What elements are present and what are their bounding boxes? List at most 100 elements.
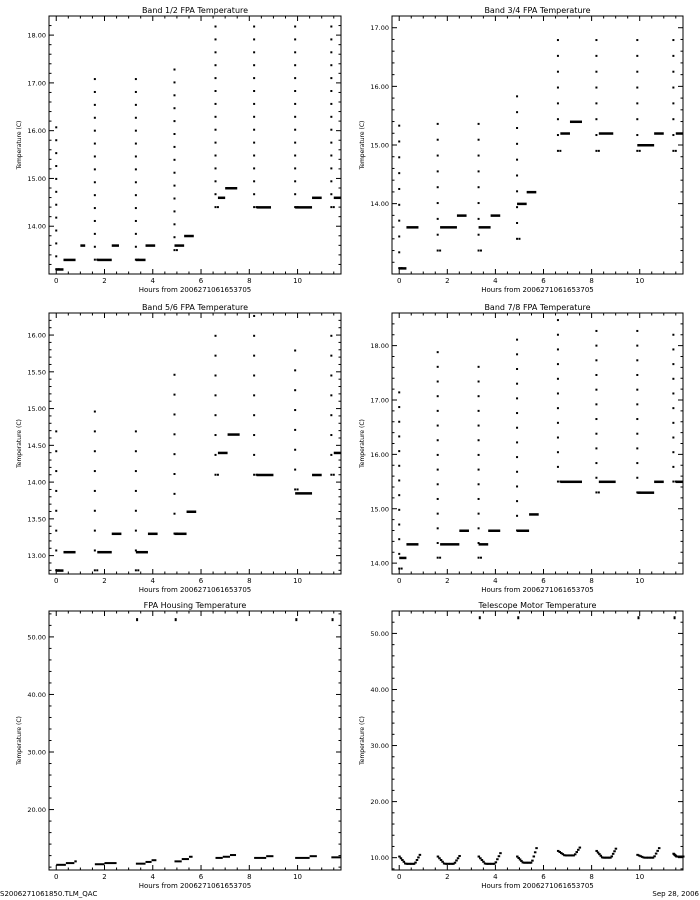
data-point bbox=[477, 424, 480, 427]
data-point bbox=[636, 149, 639, 152]
data-point bbox=[214, 90, 217, 93]
y-tick-label: 15.00 bbox=[370, 505, 389, 513]
data-point bbox=[516, 237, 519, 240]
data-point bbox=[606, 856, 609, 859]
data-point bbox=[294, 51, 297, 54]
data-point bbox=[255, 473, 258, 476]
y-axis-label: Temperature (C) bbox=[359, 419, 366, 469]
data-point bbox=[672, 348, 675, 351]
data-point bbox=[173, 223, 176, 226]
x-axis-label: Hours from 2006271061653705 bbox=[139, 882, 252, 890]
y-tick-label: 16.00 bbox=[370, 451, 389, 459]
y-tick-label: 14.50 bbox=[27, 442, 46, 450]
data-point bbox=[595, 447, 598, 450]
data-point bbox=[214, 394, 217, 397]
data-point bbox=[558, 851, 561, 854]
data-point bbox=[253, 154, 256, 157]
data-point bbox=[613, 850, 616, 853]
data-point bbox=[479, 556, 482, 559]
data-point bbox=[516, 485, 519, 488]
data-point bbox=[477, 542, 480, 545]
data-point bbox=[398, 464, 401, 467]
data-point bbox=[214, 77, 217, 80]
data-point bbox=[488, 862, 491, 865]
data-point bbox=[134, 529, 137, 532]
data-point bbox=[516, 382, 519, 385]
data-point bbox=[636, 329, 639, 332]
data-point bbox=[477, 512, 480, 515]
data-point bbox=[134, 155, 137, 158]
data-point bbox=[595, 39, 598, 42]
data-point bbox=[577, 848, 580, 851]
data-step bbox=[440, 226, 457, 229]
data-point bbox=[214, 434, 217, 437]
data-point bbox=[55, 509, 58, 512]
data-spike bbox=[673, 616, 676, 620]
data-point bbox=[516, 174, 519, 177]
data-point bbox=[636, 359, 639, 362]
data-point bbox=[672, 118, 675, 121]
data-step bbox=[222, 855, 230, 858]
data-point bbox=[294, 64, 297, 67]
data-spike bbox=[295, 618, 298, 622]
data-point bbox=[656, 849, 659, 852]
data-point bbox=[477, 365, 480, 368]
y-tick-label: 15.00 bbox=[27, 175, 46, 183]
data-point bbox=[436, 154, 439, 157]
data-point bbox=[436, 202, 439, 205]
data-point bbox=[330, 102, 333, 105]
data-point bbox=[294, 115, 297, 118]
data-point bbox=[595, 118, 598, 121]
data-point bbox=[556, 86, 559, 89]
data-point bbox=[636, 373, 639, 376]
data-point bbox=[253, 115, 256, 118]
data-point bbox=[55, 203, 58, 206]
data-point bbox=[597, 491, 600, 494]
data-point bbox=[398, 552, 401, 555]
data-point bbox=[404, 862, 407, 865]
data-point bbox=[93, 258, 96, 261]
data-point bbox=[567, 854, 571, 857]
data-step bbox=[637, 144, 655, 147]
data-point bbox=[491, 862, 494, 865]
y-tick-label: 13.00 bbox=[27, 552, 46, 560]
data-point bbox=[595, 149, 598, 152]
y-tick-label: 17.00 bbox=[370, 397, 389, 405]
data-step bbox=[104, 862, 117, 865]
data-point bbox=[253, 128, 256, 131]
data-point bbox=[595, 403, 598, 406]
data-point bbox=[294, 193, 297, 196]
y-tick-label: 16.00 bbox=[370, 83, 389, 91]
data-step bbox=[256, 473, 274, 477]
data-point bbox=[398, 420, 401, 423]
data-point bbox=[415, 858, 419, 861]
data-point bbox=[595, 373, 598, 376]
x-axis-label: Hours from 2006271061653705 bbox=[139, 286, 252, 294]
data-point bbox=[439, 556, 442, 559]
data-point bbox=[458, 854, 461, 857]
data-point bbox=[436, 512, 439, 515]
data-point bbox=[441, 860, 444, 863]
data-step bbox=[184, 234, 194, 238]
data-point bbox=[477, 483, 480, 486]
data-point bbox=[173, 473, 176, 476]
data-point bbox=[93, 245, 96, 248]
data-step bbox=[256, 206, 272, 209]
data-point bbox=[330, 414, 333, 417]
data-step bbox=[80, 244, 86, 247]
data-point bbox=[214, 25, 217, 28]
y-tick-label: 14.00 bbox=[370, 560, 389, 568]
data-point bbox=[134, 78, 137, 81]
y-tick-label: 13.50 bbox=[27, 515, 46, 523]
data-point bbox=[253, 394, 256, 397]
data-point bbox=[93, 549, 96, 552]
data-point bbox=[477, 154, 480, 157]
plot-frame bbox=[391, 610, 684, 871]
data-point bbox=[645, 856, 649, 859]
data-point bbox=[93, 103, 96, 106]
data-step bbox=[229, 854, 237, 857]
data-point bbox=[477, 186, 480, 189]
data-point bbox=[173, 197, 176, 200]
data-point bbox=[55, 549, 58, 552]
data-point bbox=[93, 142, 96, 145]
